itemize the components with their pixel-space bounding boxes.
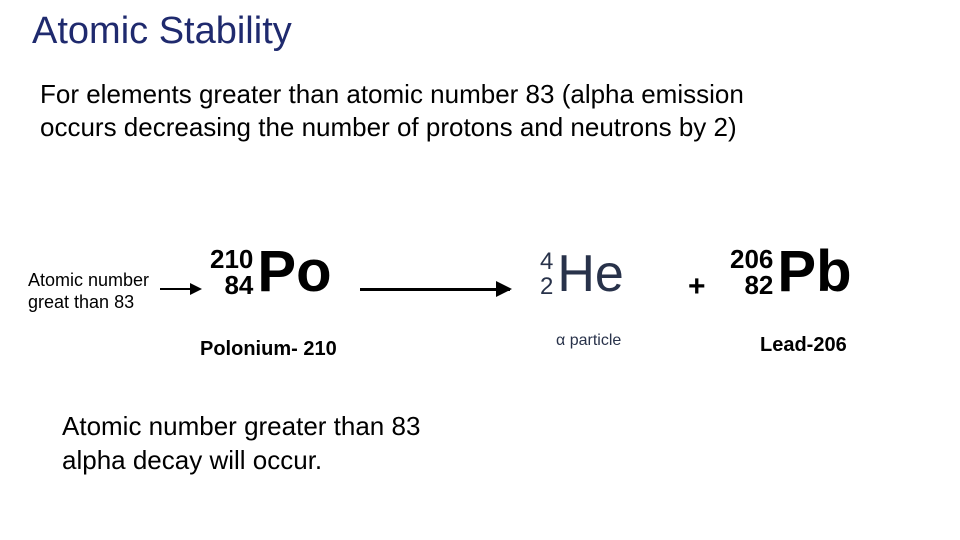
pb-name: Lead-206 (760, 334, 847, 357)
arrow-big-icon (360, 288, 510, 291)
pb-atomic: 82 (744, 272, 773, 298)
nuclide-po: 210 84 Po (210, 238, 332, 305)
side-label: Atomic number great than 83 (28, 270, 149, 313)
arrow-small-icon (160, 288, 200, 290)
nuclide-he: 4 2 He (540, 244, 624, 304)
plus-sign: + (688, 270, 706, 304)
conclusion-line2: alpha decay will occur. (62, 445, 322, 475)
he-mass: 4 (540, 249, 553, 274)
pb-symbol: Pb (777, 238, 851, 305)
side-label-line1: Atomic number (28, 270, 149, 290)
po-atomic: 84 (224, 272, 253, 298)
side-label-line2: great than 83 (28, 292, 134, 312)
page-title: Atomic Stability (32, 10, 292, 53)
he-symbol: He (557, 244, 623, 304)
intro-paragraph: For elements greater than atomic number … (40, 78, 820, 143)
conclusion-text: Atomic number greater than 83 alpha deca… (62, 410, 762, 478)
nuclide-pb: 206 82 Pb (730, 238, 852, 305)
conclusion-line1: Atomic number greater than 83 (62, 411, 420, 441)
he-atomic: 2 (540, 274, 553, 299)
pb-mass: 206 (730, 246, 773, 272)
decay-equation: Atomic number great than 83 210 84 Po Po… (0, 230, 960, 380)
he-name: α particle (556, 332, 621, 350)
po-name: Polonium- 210 (200, 338, 337, 361)
po-mass: 210 (210, 246, 253, 272)
po-symbol: Po (257, 238, 331, 305)
